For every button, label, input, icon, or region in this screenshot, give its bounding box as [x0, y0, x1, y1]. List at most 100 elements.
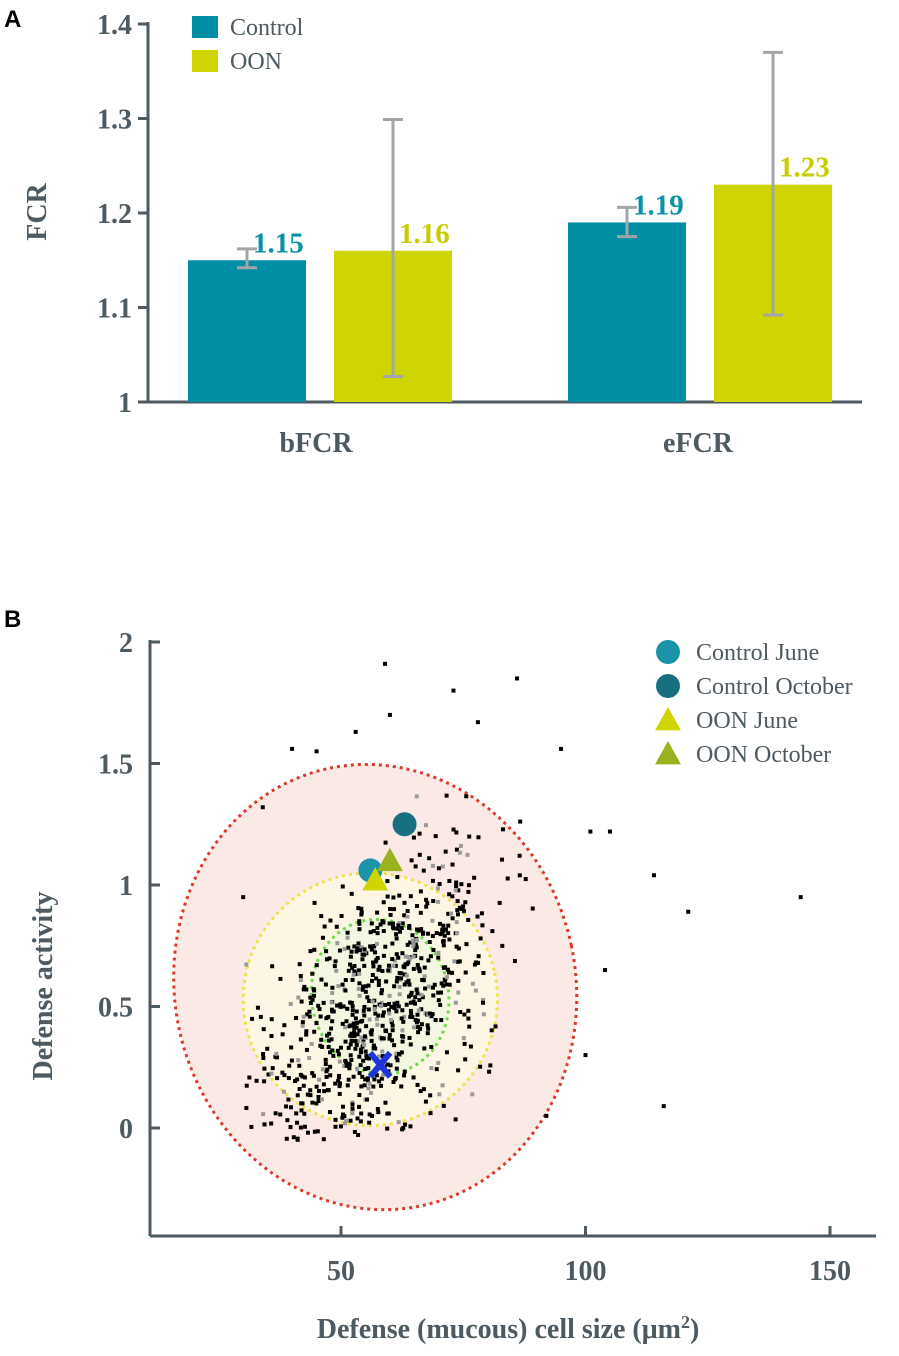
data-point: [410, 938, 415, 943]
data-point: [370, 973, 375, 978]
data-point: [346, 968, 351, 973]
data-point: [415, 927, 420, 932]
y-tick-label: 1.2: [97, 199, 132, 230]
data-point: [343, 1025, 348, 1030]
data-point: [415, 1012, 420, 1017]
data-point: [377, 964, 382, 969]
data-point: [449, 970, 454, 975]
data-point: [418, 889, 423, 894]
data-point: [336, 1078, 341, 1083]
data-point: [466, 1008, 471, 1013]
data-point: [419, 927, 424, 932]
data-point: [378, 1004, 383, 1009]
data-point: [376, 978, 381, 983]
data-point: [465, 852, 470, 857]
data-point: [439, 981, 444, 986]
data-point: [400, 1008, 405, 1013]
data-point: [338, 1004, 343, 1009]
data-point: [405, 942, 410, 947]
data-point: [400, 951, 405, 956]
data-point: [422, 965, 427, 970]
data-point: [384, 979, 389, 984]
data-point: [419, 1007, 424, 1012]
data-point: [387, 993, 392, 998]
data-point: [369, 1032, 374, 1037]
data-point: [330, 985, 335, 990]
data-point: [409, 990, 414, 995]
data-point: [413, 995, 418, 1000]
data-point: [349, 1058, 354, 1063]
data-point: [371, 960, 376, 965]
data-point: [429, 1014, 434, 1019]
data-point: [500, 943, 505, 948]
data-point: [454, 884, 459, 889]
data-point: [302, 984, 307, 989]
data-point: [456, 888, 461, 893]
data-point: [348, 1033, 353, 1038]
data-point: [328, 1064, 333, 1069]
data-point: [439, 1018, 444, 1023]
data-point: [311, 1073, 316, 1078]
data-point: [380, 1013, 385, 1018]
data-point: [347, 1066, 352, 1071]
y-tick-label: 0.5: [98, 993, 133, 1024]
data-point: [487, 1069, 492, 1074]
data-point: [310, 971, 315, 976]
data-point: [373, 1046, 378, 1051]
data-point: [329, 1000, 334, 1005]
data-point: [381, 900, 386, 905]
data-point: [262, 1122, 267, 1127]
data-point: [385, 879, 390, 884]
data-point: [450, 894, 455, 899]
data-point: [376, 983, 381, 988]
data-point: [453, 1000, 458, 1005]
data-point: [453, 888, 458, 893]
panel-a-label: A: [4, 6, 22, 33]
data-point: [464, 794, 469, 799]
data-point: [437, 1092, 442, 1097]
data-point: [368, 930, 373, 935]
data-point: [294, 1111, 299, 1116]
data-point: [390, 1023, 395, 1028]
data-point: [385, 894, 390, 899]
data-point: [433, 834, 438, 839]
data-point: [478, 936, 483, 941]
data-point: [428, 1093, 433, 1098]
data-point: [363, 989, 368, 994]
data-point: [406, 955, 411, 960]
data-point: [335, 1003, 340, 1008]
legend-marker-3: [655, 741, 681, 765]
data-point: [422, 1046, 427, 1051]
data-point: [372, 1007, 377, 1012]
data-point: [390, 1038, 395, 1043]
data-point: [365, 995, 370, 1000]
data-point: [335, 1048, 340, 1053]
data-point: [401, 1019, 406, 1024]
data-point: [407, 1035, 412, 1040]
data-point: [383, 1028, 388, 1033]
data-label-oon: 1.23: [779, 152, 830, 184]
data-point: [476, 960, 481, 965]
data-point: [446, 923, 451, 928]
data-point-outlier: [260, 805, 265, 810]
data-point: [445, 967, 450, 972]
data-point: [467, 834, 472, 839]
data-point: [355, 1020, 360, 1025]
data-point: [324, 949, 329, 954]
data-point: [367, 1081, 372, 1086]
data-point: [320, 1097, 325, 1102]
data-point: [352, 1129, 357, 1134]
data-point: [461, 904, 466, 909]
data-point: [381, 1010, 386, 1015]
data-point: [390, 957, 395, 962]
data-point: [411, 942, 416, 947]
data-point: [250, 1016, 255, 1021]
marker-oon-june: [362, 867, 389, 891]
data-point: [441, 965, 446, 970]
x-tick-label: 50: [327, 1256, 355, 1287]
data-point: [404, 973, 409, 978]
y-tick-label: 1.3: [97, 105, 132, 136]
data-point: [431, 985, 436, 990]
data-point: [320, 935, 325, 940]
data-point: [323, 1062, 328, 1067]
